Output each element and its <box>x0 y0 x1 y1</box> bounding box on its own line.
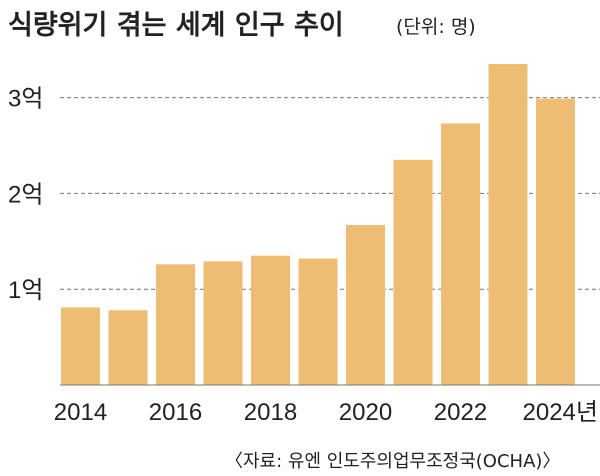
bar-2016 <box>156 264 195 385</box>
y-tick-label: 2억 <box>8 181 43 208</box>
x-tick-label: 2024년 <box>523 399 598 426</box>
x-tick-label: 2014 <box>54 399 107 426</box>
chart-title: 식량위기 겪는 세계 인구 추이 <box>8 10 344 41</box>
bar-2017 <box>203 261 243 385</box>
bar-2020 <box>346 225 385 385</box>
bar-2014 <box>61 307 100 385</box>
source-note: 〈자료: 유엔 인도주의업무조정국(OCHA)〉 <box>225 451 560 472</box>
bar-2018 <box>251 255 290 385</box>
bar-2019 <box>298 258 338 385</box>
unit-note: (단위: 명) <box>396 16 476 38</box>
x-tick-label: 2018 <box>244 399 297 426</box>
x-tick-label: 2022 <box>434 399 487 426</box>
bar-2022 <box>441 123 480 385</box>
y-tick-label: 3억 <box>8 86 43 113</box>
bar-2024 <box>536 98 575 386</box>
y-tick-label: 1억 <box>8 277 43 304</box>
x-tick-label: 2016 <box>149 399 202 426</box>
x-axis-ticks: 2014 2016 2018 2020 2022 2024년 <box>54 399 598 426</box>
bars <box>61 64 575 386</box>
y-axis-ticks: 1억 2억 3억 <box>8 86 43 305</box>
bar-2021 <box>393 159 433 385</box>
bar-2015 <box>108 310 148 385</box>
x-tick-label: 2020 <box>339 399 392 426</box>
bar-2023 <box>488 64 528 385</box>
